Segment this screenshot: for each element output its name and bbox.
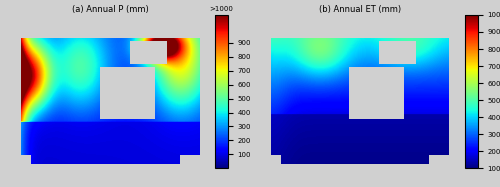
Title: (b) Annual ET (mm): (b) Annual ET (mm) (319, 5, 401, 14)
Text: >1000: >1000 (210, 6, 233, 12)
Title: (a) Annual P (mm): (a) Annual P (mm) (72, 5, 148, 14)
